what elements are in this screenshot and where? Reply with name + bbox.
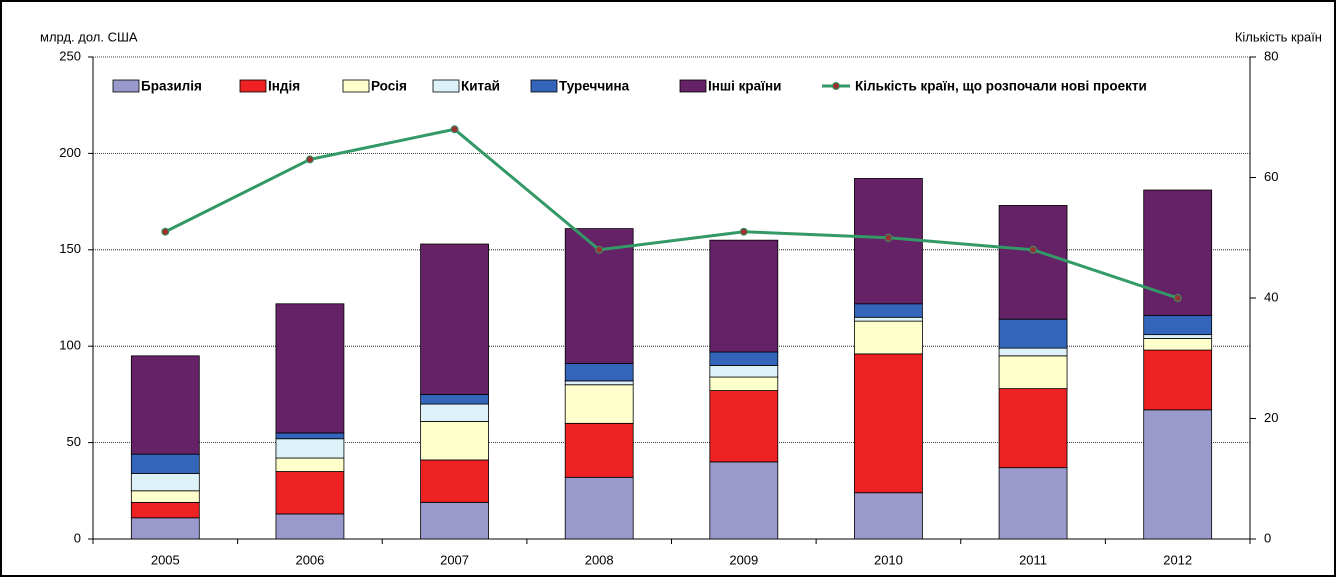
y-tick-label: 250 [59, 48, 81, 63]
legend-label: Кількість країн, що розпочали нові проек… [855, 79, 1147, 94]
bar-segment [564, 422, 634, 478]
bar-segment [709, 461, 779, 540]
bar-segment [998, 388, 1068, 469]
y2-tick-label: 80 [1264, 48, 1278, 63]
bar-segment [275, 471, 345, 515]
legend-label: Китай [461, 79, 500, 94]
x-tick-label: 2009 [729, 552, 758, 567]
bar-segment [275, 513, 345, 540]
bar-segment [998, 355, 1068, 390]
bar-segment [709, 365, 779, 378]
line-marker [450, 125, 459, 134]
bar-segment [998, 318, 1068, 349]
bar-segment [1143, 338, 1213, 351]
bar-segment [275, 438, 345, 459]
bar-segment [564, 380, 634, 386]
y-tick-label: 200 [59, 145, 81, 160]
bar-segment [420, 403, 489, 422]
bar-segment [854, 353, 923, 494]
line-marker [595, 245, 604, 254]
y2-tick-label: 0 [1264, 530, 1271, 545]
bar-segment [1143, 349, 1213, 411]
bar-segment [709, 239, 779, 353]
bar-segment [420, 459, 489, 503]
y-tick-label: 0 [74, 530, 81, 545]
line-marker [739, 227, 748, 236]
bar-segment [130, 501, 200, 519]
bar-segment [709, 376, 779, 391]
bar-segment [854, 492, 923, 540]
bar-segment [854, 303, 923, 318]
bar-segment [130, 355, 200, 455]
legend-label: Туреччина [559, 79, 630, 94]
legend-swatch [112, 79, 140, 93]
bar-segment [998, 205, 1068, 320]
x-tick-label: 2010 [874, 552, 903, 567]
bar-segment [564, 363, 634, 382]
line-series [164, 127, 1179, 300]
y2-tick-label: 40 [1264, 289, 1278, 304]
bar-segment [854, 316, 923, 322]
y2-axis-label: Кількість країн [1235, 29, 1322, 44]
bar-segment [130, 517, 200, 540]
legend-swatch [679, 79, 707, 93]
legend-label: Інші країни [708, 79, 781, 94]
line-marker [884, 233, 893, 242]
x-tick-label: 2007 [440, 552, 469, 567]
bar-segment [1143, 334, 1213, 339]
bar-segment [420, 243, 489, 395]
bar-segment [998, 467, 1068, 540]
legend-label: Росія [371, 79, 407, 94]
line-marker [305, 155, 314, 164]
legend-swatch [530, 79, 558, 93]
line-marker [1173, 294, 1182, 302]
bar-segment [564, 384, 634, 424]
x-tick-label: 2005 [151, 552, 180, 567]
bar-segment [275, 457, 345, 472]
bar-segment [709, 351, 779, 366]
legend-label: Бразилія [141, 79, 202, 94]
y2-tick-label: 20 [1264, 410, 1278, 425]
bar-segment [709, 390, 779, 463]
bar-segment [1143, 409, 1213, 540]
y-tick-label: 100 [59, 338, 81, 353]
bar-segment [998, 347, 1068, 357]
y-tick-label: 50 [67, 434, 81, 449]
x-tick-label: 2011 [1019, 552, 1047, 567]
bar-segment [420, 393, 489, 405]
bar-segment [275, 303, 345, 434]
x-tick-label: 2008 [585, 552, 614, 567]
bar-segment [564, 476, 634, 540]
legend-swatch [239, 79, 267, 93]
x-tick-label: 2012 [1163, 552, 1192, 567]
bar-segment [130, 490, 200, 503]
line-marker [1029, 245, 1038, 254]
legend-swatch [432, 79, 460, 93]
bar-segment [420, 501, 489, 540]
y-axis-label: млрд. дол. США [40, 29, 138, 44]
legend-swatch [342, 79, 370, 93]
bar-segment [130, 473, 200, 492]
y-tick-label: 150 [59, 241, 81, 256]
legend-label: Індія [268, 79, 300, 94]
bar-segment [275, 432, 345, 440]
x-tick-label: 2006 [295, 552, 324, 567]
bar-segment [420, 420, 489, 461]
legend-marker [832, 82, 840, 90]
y2-tick-label: 60 [1264, 169, 1278, 184]
bar-segment [1143, 314, 1213, 336]
bar-segment [130, 453, 200, 474]
line-marker [161, 227, 170, 236]
bar-segment [854, 320, 923, 355]
